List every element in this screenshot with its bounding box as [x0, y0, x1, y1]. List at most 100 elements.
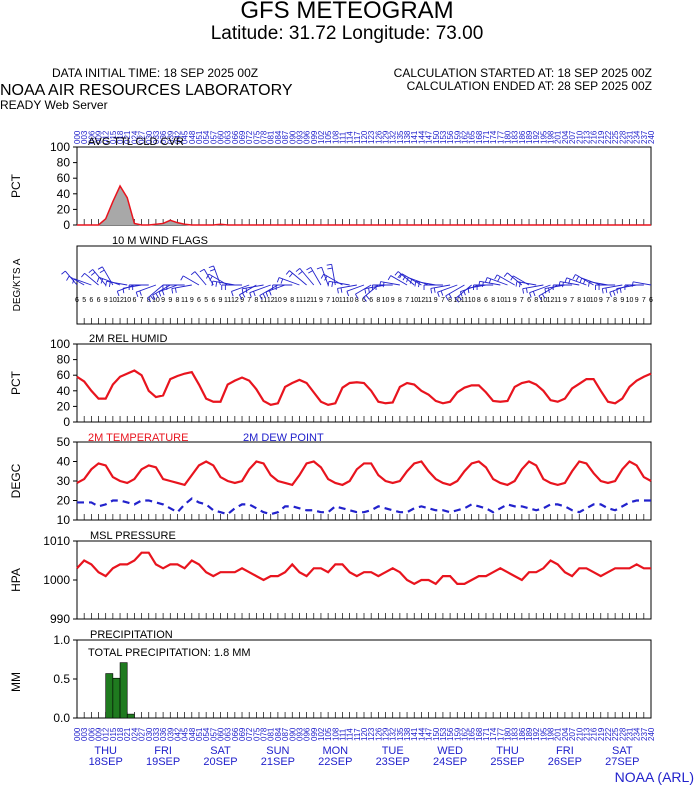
wind-barb — [399, 273, 403, 279]
wind-staff — [408, 277, 429, 286]
bottom-hour-label: 231 — [625, 727, 634, 741]
top-hour-label: 168 — [475, 130, 484, 144]
wind-speed-label: 10 — [583, 297, 591, 304]
wind-barb — [379, 281, 382, 287]
top-hour-label: 045 — [181, 130, 190, 144]
top-hour-label: 027 — [138, 130, 147, 144]
bottom-hour-label: 168 — [475, 727, 484, 741]
wind-speed-label: 6 — [649, 297, 653, 304]
wind-barb — [245, 288, 248, 294]
top-hour-label: 087 — [281, 130, 290, 144]
wind-speed-label: 8 — [448, 297, 452, 304]
wind-barb — [161, 290, 165, 296]
wind-speed-label: 8 — [175, 297, 179, 304]
top-hour-label: 174 — [489, 130, 498, 144]
wind-barb — [180, 275, 184, 281]
wind-panel: 10 M WIND FLAGS DEG/KTS A 6 5 6 6 9 10 12 10 6 7 8… — [12, 235, 653, 325]
wind-barb — [320, 273, 325, 279]
bottom-hour-label: 228 — [618, 727, 627, 741]
wind-barb — [532, 291, 536, 297]
day-date-label: 27SEP — [605, 756, 639, 768]
wind-barb — [150, 295, 154, 300]
wind-barb — [209, 275, 213, 281]
bottom-hour-label: 192 — [532, 727, 541, 741]
wind-barb — [231, 291, 234, 297]
wind-speed-label: 9 — [190, 297, 194, 304]
top-hour-label: 195 — [539, 130, 548, 144]
temperature-marks: 10 20 30 40 50 — [57, 435, 652, 527]
pressure-ylabel: HPA — [9, 568, 23, 592]
top-hour-label: 000 — [73, 130, 82, 144]
wind-barb — [548, 287, 550, 293]
wind-speed-label: 9 — [161, 297, 165, 304]
precip-ytick-label: 0.5 — [53, 672, 70, 686]
pressure-ytick-label: 1010 — [43, 534, 70, 548]
wind-speed-label: 9 — [240, 297, 244, 304]
wind-speed-label: 11 — [224, 297, 231, 304]
top-hour-label: 210 — [575, 130, 584, 144]
wind-staff — [589, 281, 609, 286]
bottom-hour-label: 162 — [460, 727, 469, 741]
temperature-line — [76, 460, 652, 487]
top-hour-label: 060 — [217, 130, 226, 144]
top-hour-label: 123 — [367, 130, 376, 144]
cloud-ytick-label: 60 — [57, 171, 71, 185]
wind-barb — [558, 281, 561, 287]
wind-staff — [430, 284, 451, 289]
wind-barb — [327, 267, 333, 270]
pressure-panel-frame — [76, 540, 652, 620]
wind-barb — [538, 295, 542, 301]
wind-staff — [194, 271, 207, 286]
top-hour-label: 204 — [561, 130, 570, 144]
wind-speed-label: 9 — [219, 297, 223, 304]
bottom-hour-label: 183 — [511, 727, 520, 741]
wind-speed-label: 6 — [197, 297, 201, 304]
wind-speed-label: 9 — [104, 297, 108, 304]
bottom-hour-label: 138 — [403, 727, 412, 741]
cloud-panel-title: AVG TTL CLD CVR — [88, 136, 184, 148]
day-date-label: 26SEP — [548, 756, 582, 768]
top-hour-label: 090 — [288, 130, 297, 144]
top-hour-label: 237 — [640, 130, 649, 144]
bottom-hour-label: 132 — [389, 727, 398, 741]
precip-bar — [119, 662, 128, 719]
top-hour-label: 153 — [439, 130, 448, 144]
wind-staff — [242, 284, 264, 290]
server-name: READY Web Server — [0, 98, 108, 112]
lab-name: NOAA AIR RESOURCES LABORATORY — [0, 82, 293, 99]
temperature-legend: 2M TEMPERATURE — [88, 432, 188, 444]
top-hour-label: 156 — [446, 130, 455, 144]
wind-speed-label: 6 — [132, 297, 136, 304]
bottom-hour-label: 201 — [554, 727, 563, 741]
bottom-hour-label: 054 — [202, 727, 211, 741]
bottom-hour-label: 123 — [367, 727, 376, 741]
top-hour-label: 114 — [346, 131, 355, 144]
wind-speed-label: 12 — [267, 297, 275, 304]
wind-marks: 6 5 6 6 9 10 12 10 6 7 8 10 9 9 8 11 9 6 5 6 9 11 12 9 7 8 11 12 10 9… — [61, 263, 653, 324]
top-hour-label: 183 — [511, 130, 520, 144]
wind-speed-label: 10 — [152, 297, 160, 304]
cloud-ytick-label: 80 — [57, 156, 71, 170]
wind-barb — [190, 271, 196, 276]
day-name-label: MON — [322, 745, 348, 757]
top-hour-label: 024 — [130, 130, 139, 144]
day-name-label: THU — [94, 745, 117, 757]
wind-barb — [562, 282, 564, 288]
bottom-hour-label: 084 — [274, 727, 283, 741]
cloud-line — [77, 184, 651, 226]
precip-bar — [112, 677, 121, 719]
wind-speed-label: 9 — [434, 297, 438, 304]
wind-speed-label: 8 — [477, 297, 481, 304]
top-hour-label: 015 — [109, 130, 118, 144]
humidity-ytick-label: 100 — [50, 337, 70, 351]
wind-speed-label: 11 — [554, 297, 561, 304]
top-hour-label: 126 — [374, 130, 383, 144]
wind-barb — [568, 278, 571, 284]
wind-barb — [402, 275, 406, 281]
humidity-ylabel: PCT — [9, 370, 23, 395]
wind-barb — [152, 294, 156, 300]
bottom-hour-label: 186 — [518, 727, 527, 741]
bottom-hour-label: 081 — [267, 727, 276, 741]
wind-staff — [609, 284, 630, 293]
